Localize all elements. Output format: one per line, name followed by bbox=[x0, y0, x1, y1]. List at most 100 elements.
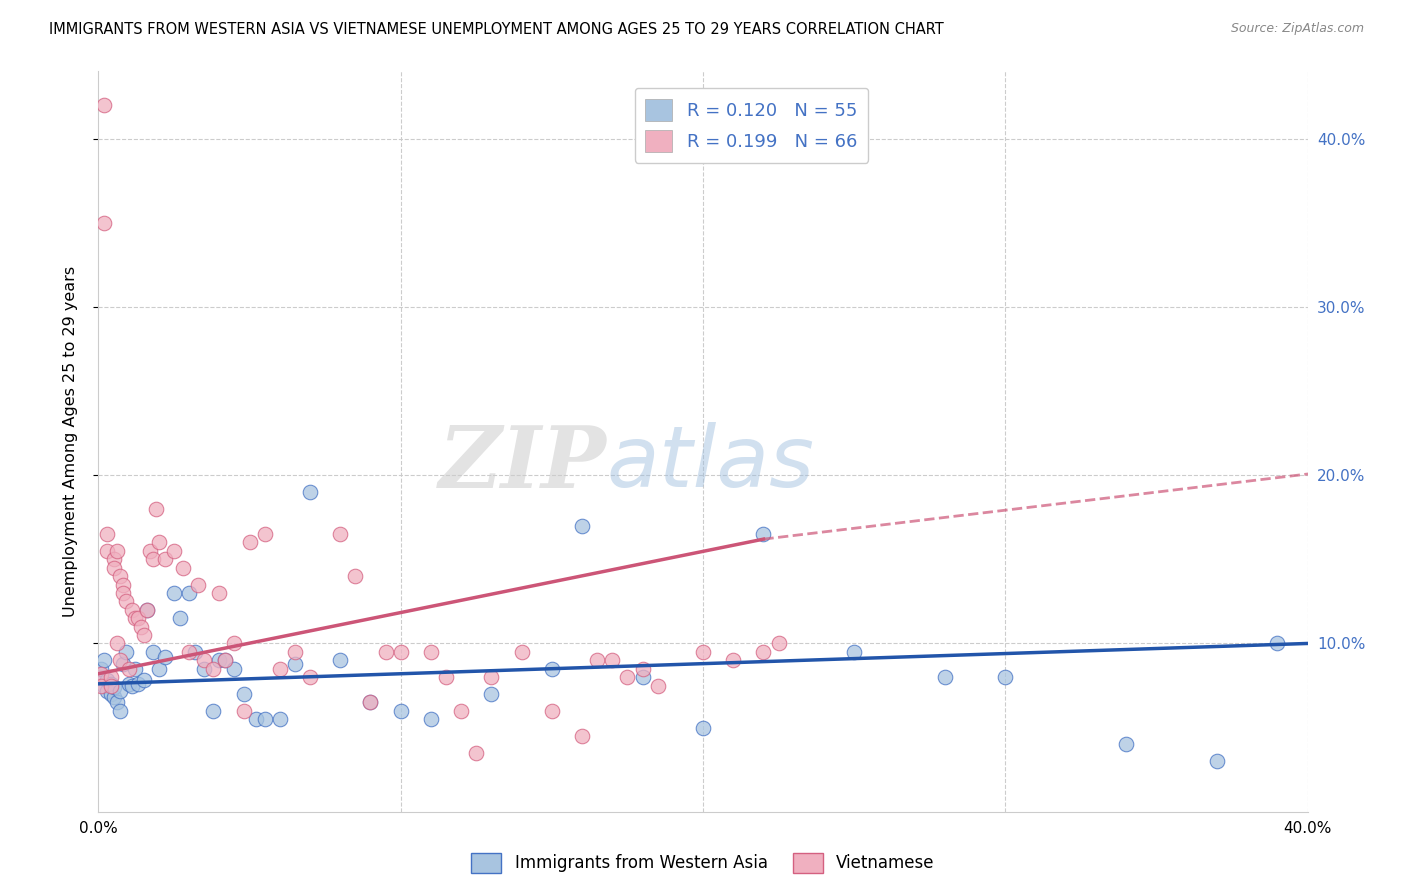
Point bbox=[124, 662, 146, 676]
Point bbox=[121, 603, 143, 617]
Point bbox=[118, 677, 141, 691]
Point bbox=[139, 544, 162, 558]
Point bbox=[208, 586, 231, 600]
Point bbox=[299, 670, 322, 684]
Point bbox=[100, 670, 122, 684]
Point bbox=[571, 518, 593, 533]
Point bbox=[108, 683, 131, 698]
Point bbox=[103, 680, 125, 694]
Point bbox=[135, 603, 157, 617]
Point bbox=[420, 645, 443, 659]
Point bbox=[253, 527, 276, 541]
Point bbox=[108, 704, 131, 718]
Point bbox=[114, 645, 136, 659]
Point bbox=[129, 619, 152, 633]
Point bbox=[616, 670, 638, 684]
Point bbox=[93, 679, 115, 693]
Point bbox=[360, 695, 382, 709]
Point bbox=[723, 653, 745, 667]
Point bbox=[631, 670, 654, 684]
Text: IMMIGRANTS FROM WESTERN ASIA VS VIETNAMESE UNEMPLOYMENT AMONG AGES 25 TO 29 YEAR: IMMIGRANTS FROM WESTERN ASIA VS VIETNAME… bbox=[49, 22, 943, 37]
Point bbox=[224, 636, 246, 650]
Point bbox=[540, 662, 562, 676]
Point bbox=[481, 687, 503, 701]
Point bbox=[105, 544, 128, 558]
Point bbox=[1206, 754, 1229, 768]
Point bbox=[540, 704, 562, 718]
Point bbox=[844, 645, 866, 659]
Point bbox=[127, 677, 149, 691]
Point bbox=[153, 552, 176, 566]
Point bbox=[93, 98, 115, 112]
Point bbox=[103, 690, 125, 705]
Point bbox=[284, 645, 307, 659]
Point bbox=[434, 670, 457, 684]
Point bbox=[142, 552, 165, 566]
Point bbox=[245, 712, 267, 726]
Point bbox=[111, 577, 134, 591]
Point bbox=[239, 535, 262, 549]
Point bbox=[124, 611, 146, 625]
Point bbox=[232, 704, 254, 718]
Point bbox=[153, 649, 176, 664]
Point bbox=[90, 666, 112, 681]
Point bbox=[389, 704, 412, 718]
Point bbox=[121, 679, 143, 693]
Point bbox=[586, 653, 609, 667]
Point bbox=[193, 653, 215, 667]
Point bbox=[752, 527, 775, 541]
Point bbox=[647, 679, 669, 693]
Point bbox=[179, 645, 201, 659]
Point bbox=[602, 653, 624, 667]
Point bbox=[142, 645, 165, 659]
Point bbox=[481, 670, 503, 684]
Point bbox=[163, 586, 186, 600]
Legend: R = 0.120   N = 55, R = 0.199   N = 66: R = 0.120 N = 55, R = 0.199 N = 66 bbox=[634, 87, 868, 162]
Point bbox=[768, 636, 790, 650]
Point bbox=[90, 670, 112, 684]
Point bbox=[571, 729, 593, 743]
Point bbox=[96, 527, 118, 541]
Point bbox=[208, 653, 231, 667]
Point bbox=[163, 544, 186, 558]
Point bbox=[108, 653, 131, 667]
Point bbox=[179, 586, 201, 600]
Point bbox=[374, 645, 396, 659]
Point bbox=[193, 662, 215, 676]
Point bbox=[329, 527, 352, 541]
Point bbox=[224, 662, 246, 676]
Point bbox=[111, 657, 134, 671]
Point bbox=[100, 679, 122, 693]
Point bbox=[100, 677, 122, 691]
Point bbox=[127, 611, 149, 625]
Point bbox=[184, 645, 207, 659]
Point bbox=[214, 653, 236, 667]
Point bbox=[93, 653, 115, 667]
Point bbox=[96, 544, 118, 558]
Point bbox=[692, 721, 714, 735]
Point bbox=[510, 645, 533, 659]
Point bbox=[631, 662, 654, 676]
Point bbox=[465, 746, 488, 760]
Point bbox=[1115, 738, 1137, 752]
Point bbox=[214, 653, 236, 667]
Point bbox=[269, 712, 291, 726]
Legend: Immigrants from Western Asia, Vietnamese: Immigrants from Western Asia, Vietnamese bbox=[465, 847, 941, 880]
Point bbox=[169, 611, 191, 625]
Point bbox=[96, 683, 118, 698]
Point bbox=[329, 653, 352, 667]
Point bbox=[284, 657, 307, 671]
Point bbox=[132, 628, 155, 642]
Point bbox=[232, 687, 254, 701]
Point bbox=[253, 712, 276, 726]
Point bbox=[202, 704, 225, 718]
Point bbox=[934, 670, 956, 684]
Point bbox=[114, 594, 136, 608]
Point bbox=[132, 673, 155, 688]
Point bbox=[135, 603, 157, 617]
Point bbox=[389, 645, 412, 659]
Point bbox=[752, 645, 775, 659]
Point bbox=[118, 662, 141, 676]
Point bbox=[344, 569, 367, 583]
Text: atlas: atlas bbox=[606, 422, 814, 505]
